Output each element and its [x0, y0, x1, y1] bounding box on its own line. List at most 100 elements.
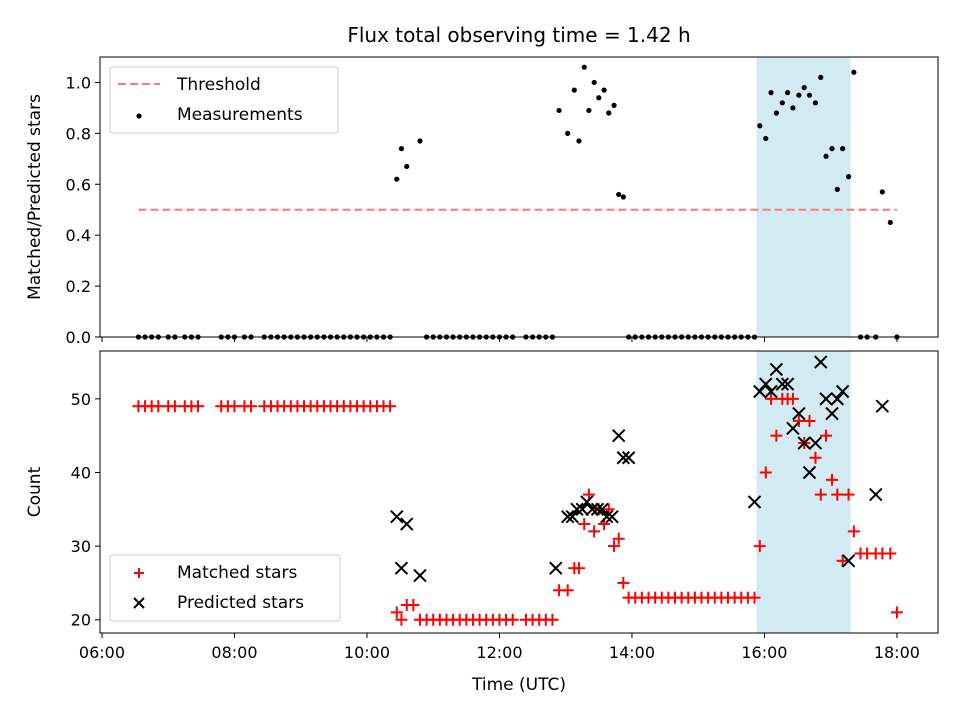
chart-title: Flux total observing time = 1.42 h — [347, 23, 690, 47]
axes-frame — [99, 350, 939, 634]
matched-star-marker — [608, 540, 621, 553]
marker-stroke — [621, 451, 636, 465]
y-axis-label: Count — [25, 466, 45, 517]
measurement-point — [851, 69, 857, 75]
marker-stroke — [590, 502, 605, 517]
y-tick-label: 40 — [71, 463, 91, 482]
predicted-star-marker — [549, 561, 563, 575]
measurement-point — [565, 130, 571, 136]
y-tick-label: 0.4 — [66, 226, 91, 245]
predicted-star-marker — [797, 436, 811, 450]
matched-star-marker — [506, 613, 519, 626]
measurement-point — [779, 100, 785, 106]
measurement-point — [581, 64, 587, 70]
marker-stroke — [835, 384, 850, 399]
marker-stroke — [549, 561, 563, 575]
marker-stroke — [830, 392, 845, 406]
legend-measurement-label: Measurements — [177, 105, 303, 125]
matched-star-marker — [546, 613, 559, 626]
predicted-star-marker — [841, 554, 856, 568]
measurement-point — [398, 146, 405, 152]
legend-frame — [109, 66, 339, 134]
marker-stroke — [819, 392, 833, 406]
measurement-point — [576, 138, 582, 144]
marker-stroke — [786, 421, 800, 436]
predicted-star-marker — [759, 377, 773, 391]
predicted-star-marker — [769, 362, 784, 377]
measurement-point — [773, 110, 779, 116]
marker-stroke — [808, 436, 823, 450]
marker-stroke — [580, 495, 594, 509]
matched-star-marker — [809, 451, 822, 464]
matched-star-marker — [836, 554, 849, 567]
predicted-star-marker — [394, 561, 409, 575]
predicted-star-marker — [590, 502, 605, 517]
matched-star-marker — [748, 591, 761, 604]
measurement-point — [840, 146, 846, 152]
y-tick-label: 0.6 — [66, 175, 91, 194]
matched-star-marker — [759, 466, 772, 479]
marker-stroke — [575, 502, 589, 517]
predicted-star-marker — [605, 509, 619, 524]
predicted-star-marker — [808, 436, 823, 450]
measurement-point — [796, 92, 802, 98]
predicted-star-marker — [792, 406, 806, 421]
marker-stroke — [875, 399, 890, 413]
matched-star-marker — [814, 488, 827, 501]
legend-measurement-swatch — [136, 113, 142, 119]
y-axis-label: Matched/Predicted stars — [25, 94, 45, 300]
measurement-point — [785, 90, 791, 96]
matched-star-marker — [842, 488, 855, 501]
predicted-star-marker — [825, 406, 839, 421]
matched-star-marker — [765, 392, 778, 405]
marker-stroke — [769, 362, 784, 377]
y-tick-label: 0.8 — [66, 124, 91, 143]
matched-star-marker — [588, 525, 601, 538]
measurement-point — [887, 219, 893, 226]
matched-star-marker — [572, 562, 585, 575]
marker-stroke — [585, 502, 599, 517]
marker-stroke — [560, 509, 575, 524]
marker-stroke — [611, 428, 626, 443]
legend-predicted-label: Predicted stars — [177, 593, 304, 613]
y-tick-label: 0.0 — [66, 328, 91, 347]
predicted-star-marker — [600, 509, 614, 524]
predicted-star-marker — [565, 509, 580, 524]
measurement-point — [834, 186, 840, 192]
measurement-point — [404, 163, 410, 170]
predicted-star-marker — [390, 509, 404, 524]
matched-star-marker — [831, 488, 844, 501]
y-tick-label: 50 — [71, 390, 91, 409]
measurement-point — [601, 87, 607, 93]
x-axis-label: Time (UTC) — [471, 675, 566, 695]
matched-star-marker — [803, 414, 816, 427]
predicted-star-marker — [786, 421, 800, 436]
matched-star-marker — [753, 540, 766, 553]
marker-stroke — [792, 406, 806, 421]
legend-predicted-swatch — [133, 597, 145, 609]
predicted-star-marker — [621, 451, 636, 465]
measurement-point — [394, 176, 400, 182]
measurement-point — [606, 110, 612, 116]
measurement-point — [571, 87, 577, 93]
x-tick-label: 12:00 — [476, 643, 522, 662]
measurement-point — [879, 189, 885, 195]
predicted-star-marker — [775, 377, 790, 391]
predicted-star-marker — [819, 392, 833, 406]
measurement-point — [829, 146, 835, 152]
predicted-star-marker — [764, 384, 778, 399]
matched-star-marker — [617, 576, 630, 589]
y-tick-label: 20 — [71, 611, 91, 630]
predicted-star-marker — [575, 502, 589, 517]
legend-threshold-label: Threshold — [176, 75, 261, 95]
x-tick-label: 16:00 — [741, 643, 787, 662]
predicted-star-marker — [570, 502, 584, 517]
marker-stroke — [764, 384, 778, 399]
predicted-star-marker — [830, 392, 845, 406]
matched-star-marker — [407, 599, 420, 612]
measurement-point — [586, 107, 592, 114]
measurement-point — [768, 90, 774, 96]
measurement-point — [801, 84, 807, 91]
marker-stroke — [600, 509, 614, 524]
